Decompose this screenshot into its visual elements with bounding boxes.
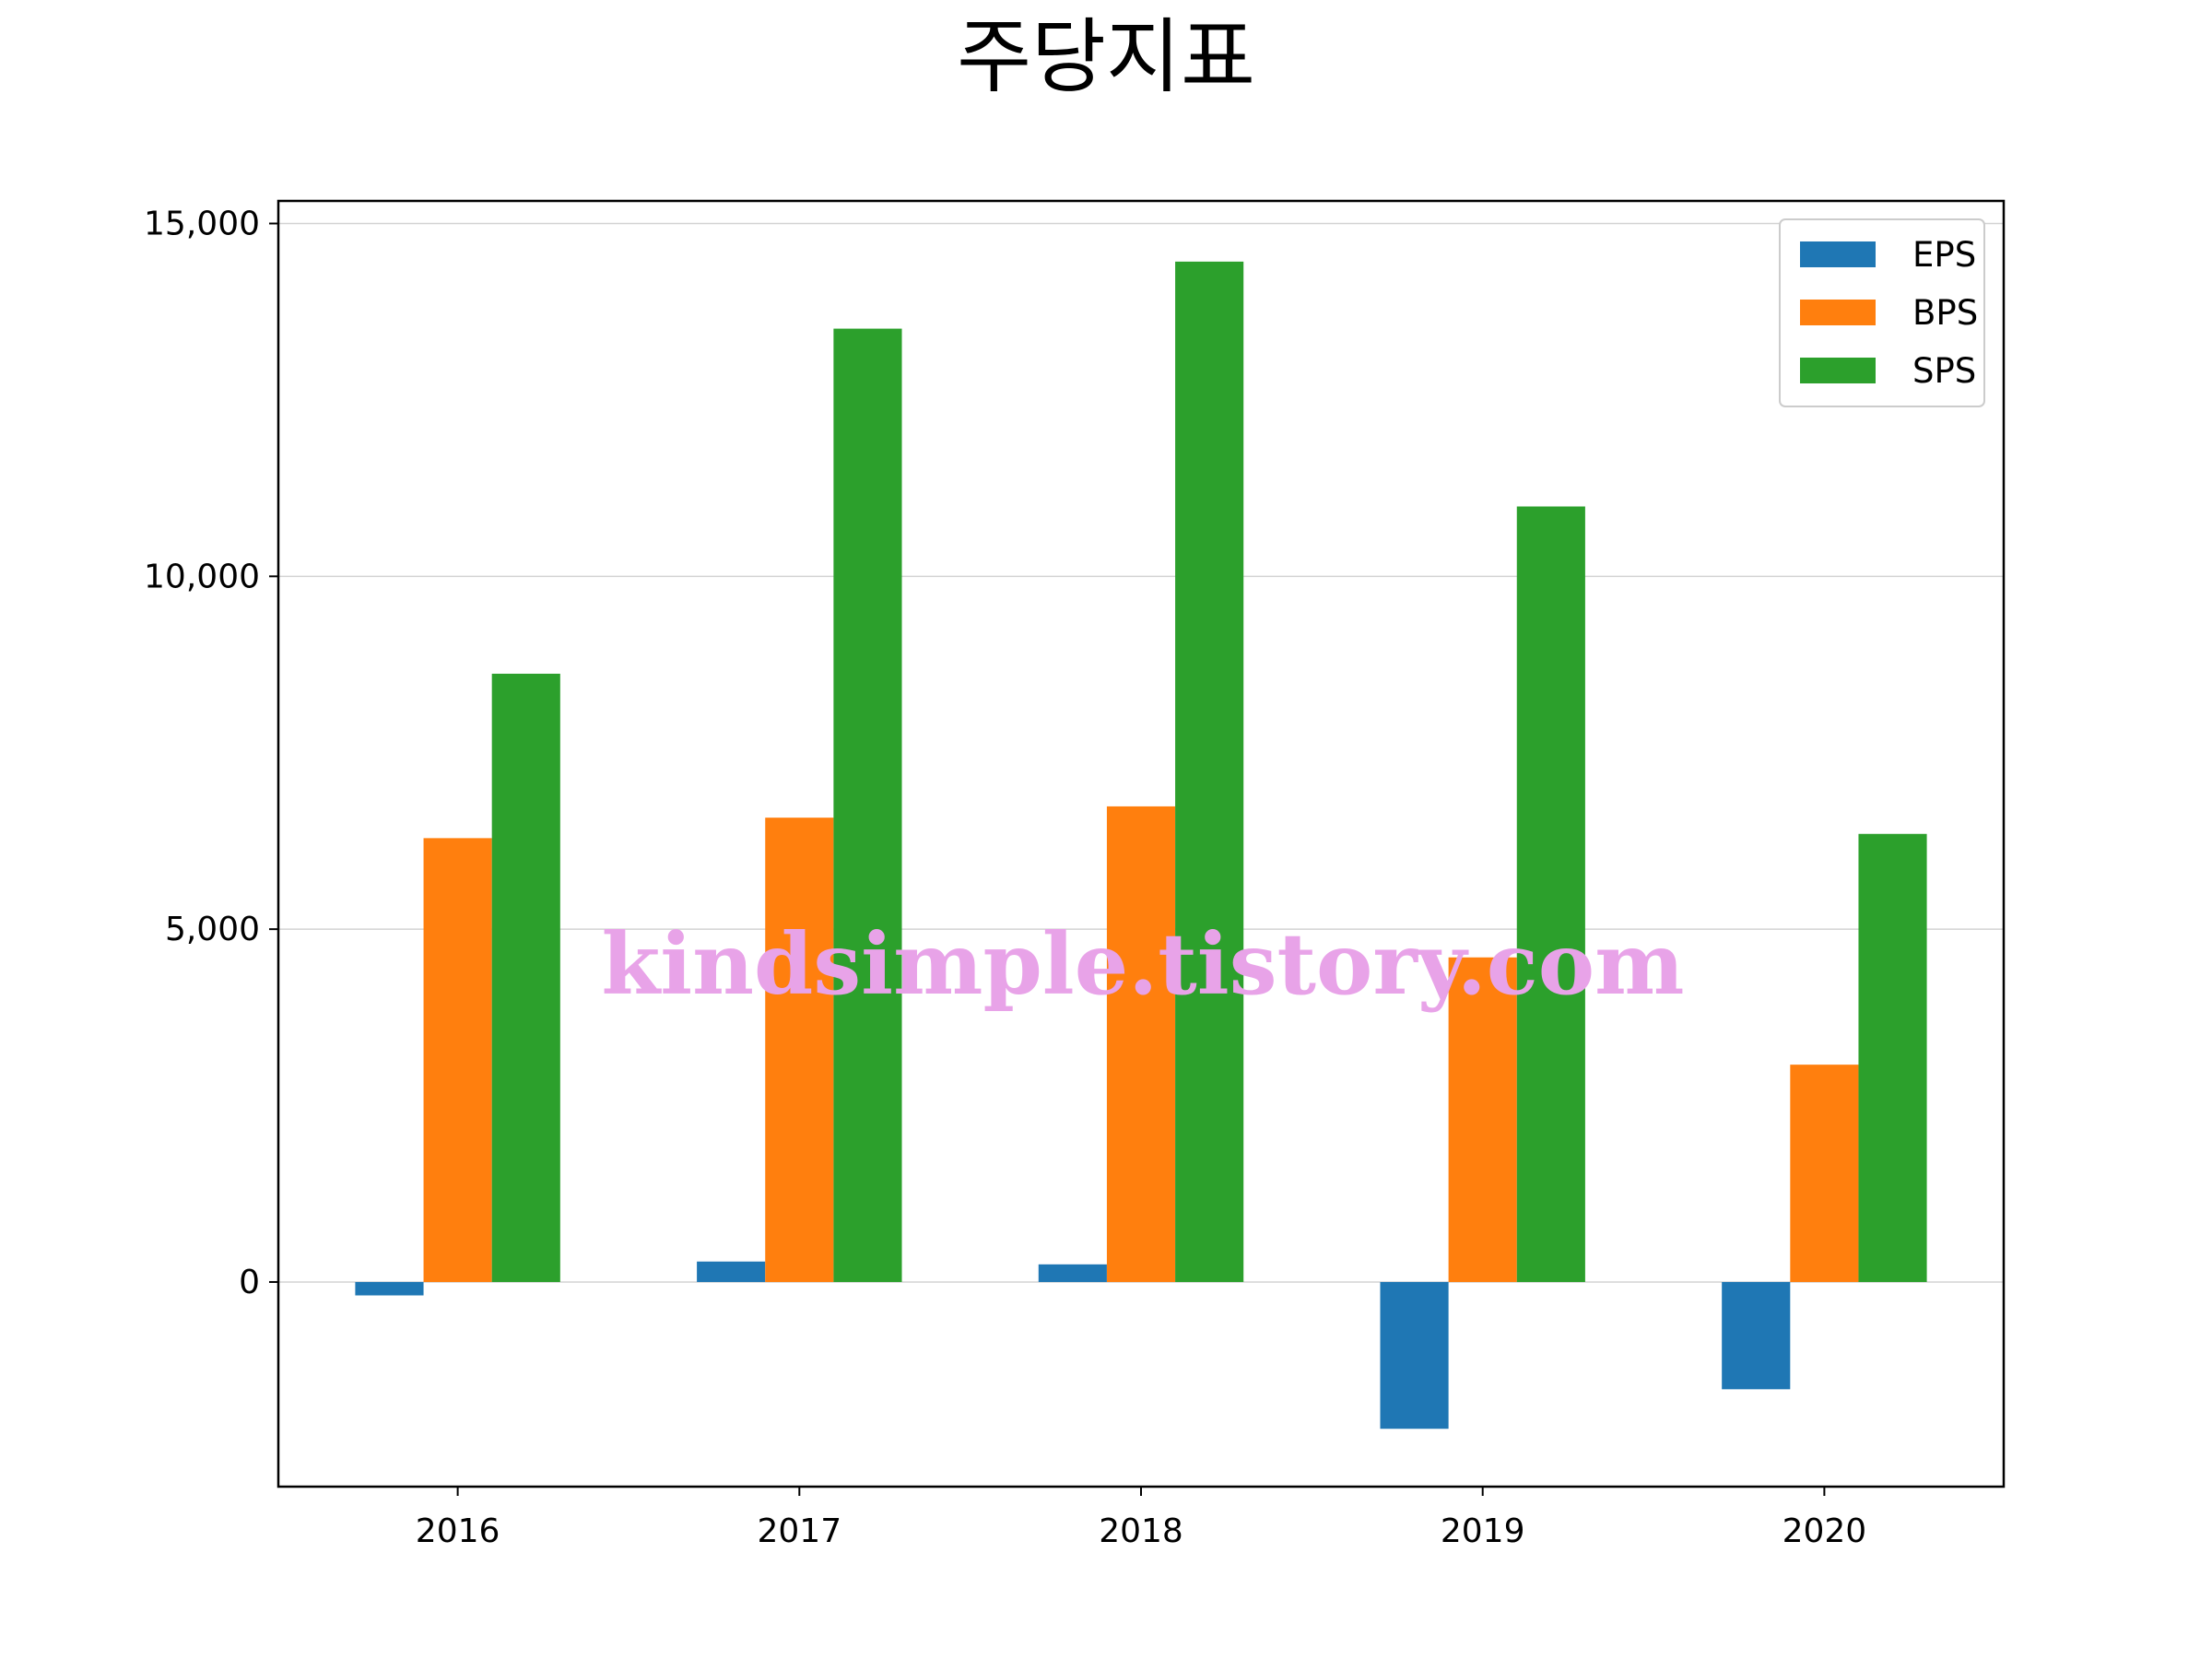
bar-eps-2016 xyxy=(355,1281,424,1296)
legend-label-bps: BPS xyxy=(1912,293,1978,333)
bars xyxy=(355,261,1927,1430)
plot-frame xyxy=(276,199,2006,1488)
bar-sps-2017 xyxy=(833,328,902,1282)
bar-sps-2016 xyxy=(491,673,560,1282)
y-tick-label: 0 xyxy=(239,1264,260,1301)
legend-swatch-bps xyxy=(1800,300,1876,325)
x-tick-label: 2017 xyxy=(757,1512,841,1550)
watermark: kindsimple.tistory.com xyxy=(601,914,1684,1014)
axis-ticks: 0 5,000 10,000 15,000 2016 2017 2018 2019 2020 xyxy=(144,206,1866,1550)
bar-bps-2018 xyxy=(1106,806,1176,1282)
bar-bps-2020 xyxy=(1790,1065,1859,1282)
x-tick-label: 2018 xyxy=(1099,1512,1183,1550)
bar-eps-2020 xyxy=(1722,1281,1791,1390)
x-tick-label: 2019 xyxy=(1441,1512,1525,1550)
bar-bps-2019 xyxy=(1448,957,1517,1282)
legend-swatch-sps xyxy=(1800,358,1876,383)
y-tick-label: 15,000 xyxy=(144,206,260,243)
x-tick-label: 2016 xyxy=(416,1512,500,1550)
x-tick-label: 2020 xyxy=(1783,1512,1867,1550)
bar-bps-2016 xyxy=(423,838,492,1282)
bar-sps-2019 xyxy=(1516,506,1585,1282)
legend-label-sps: SPS xyxy=(1912,351,1976,391)
bar-sps-2020 xyxy=(1858,833,1927,1282)
bar-eps-2018 xyxy=(1038,1264,1107,1282)
legend: EPS BPS SPS xyxy=(1779,218,1985,407)
legend-label-eps: EPS xyxy=(1912,235,1976,275)
bar-eps-2017 xyxy=(697,1261,766,1282)
y-tick-label: 5,000 xyxy=(165,911,260,948)
y-tick-label: 10,000 xyxy=(144,558,260,595)
bar-eps-2019 xyxy=(1380,1281,1449,1430)
bar-sps-2018 xyxy=(1175,261,1244,1282)
legend-swatch-eps xyxy=(1800,241,1876,267)
bar-bps-2017 xyxy=(765,818,834,1282)
chart-title: 주당지표 xyxy=(957,9,1255,104)
